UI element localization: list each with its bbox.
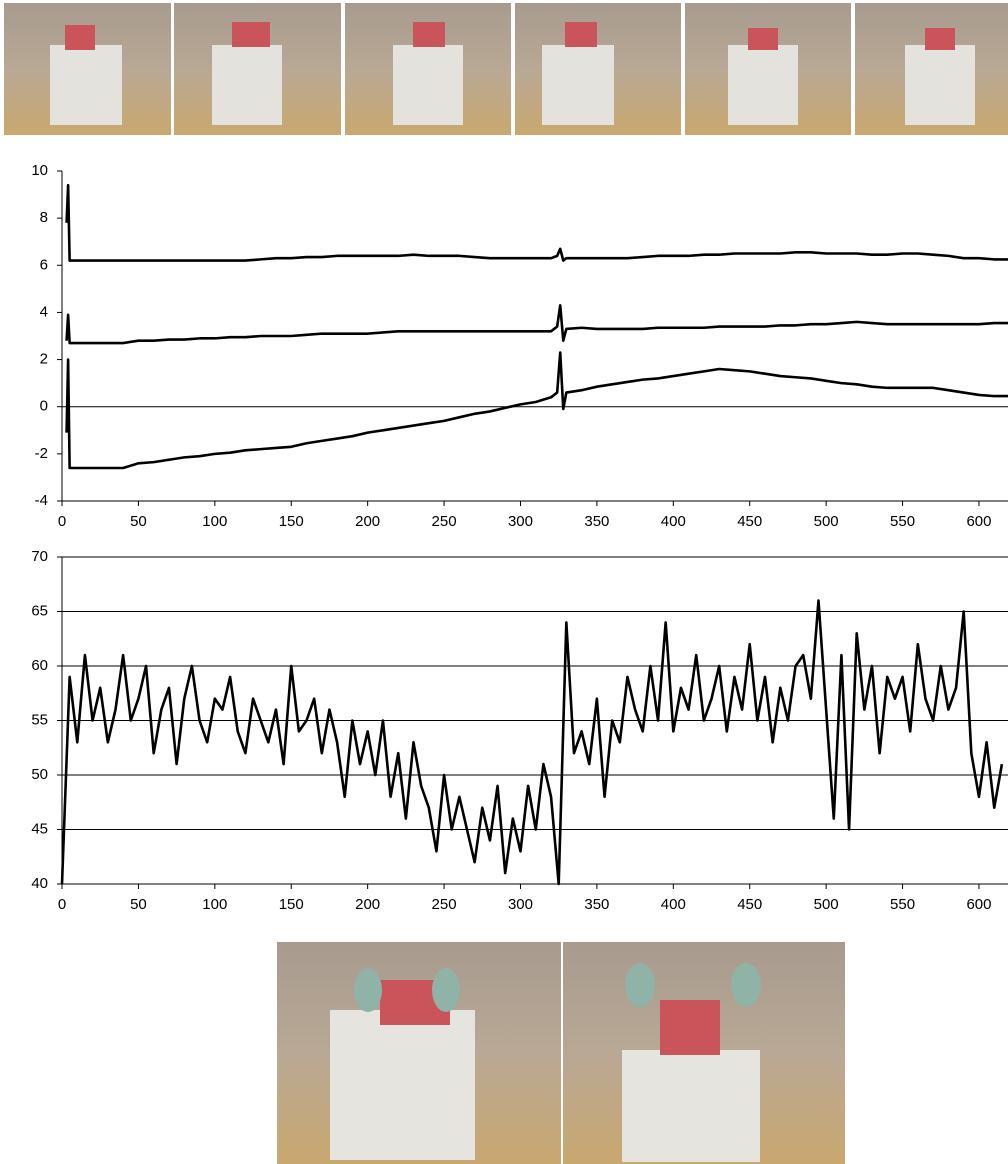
y-tick-label: 70: [31, 548, 48, 565]
data-line: [67, 185, 1008, 260]
x-tick-label: 100: [202, 513, 227, 530]
x-tick-label: 50: [130, 896, 147, 913]
y-tick-label: 8: [40, 209, 48, 226]
page: {"chart_data": [ {"type": "line", "zero_…: [0, 0, 1008, 1164]
x-tick-label: 450: [737, 513, 762, 530]
data-line: [67, 305, 1008, 343]
x-tick-label: 200: [355, 513, 380, 530]
y-tick-label: 2: [40, 351, 48, 368]
y-tick-label: 0: [40, 398, 48, 415]
photo-strip: [4, 3, 1008, 135]
x-tick-label: 300: [508, 513, 533, 530]
x-tick-label: 550: [890, 513, 915, 530]
photo: [685, 3, 851, 135]
photo: [515, 3, 681, 135]
y-tick-label: 55: [31, 711, 48, 728]
x-tick-label: 150: [279, 896, 304, 913]
photo: [345, 3, 511, 135]
figure: -4-2024681005010015020025030035040045050…: [0, 0, 1008, 1164]
x-tick-label: 0: [58, 513, 66, 530]
y-tick-label: 50: [31, 766, 48, 783]
photo: [174, 3, 341, 135]
x-tick-label: 450: [737, 896, 762, 913]
photo: [4, 3, 171, 135]
x-tick-label: 200: [355, 896, 380, 913]
x-tick-label: 150: [279, 513, 304, 530]
x-tick-label: 0: [58, 896, 66, 913]
x-tick-label: 300: [508, 896, 533, 913]
photo: [855, 3, 1008, 135]
x-tick-label: 250: [432, 896, 457, 913]
x-tick-label: 600: [966, 896, 991, 913]
x-tick-label: 600: [966, 513, 991, 530]
y-tick-label: 65: [31, 602, 48, 619]
y-tick-label: -2: [35, 445, 48, 462]
x-tick-label: 550: [890, 896, 915, 913]
x-tick-label: 500: [814, 896, 839, 913]
x-tick-label: 100: [202, 896, 227, 913]
y-tick-label: -4: [35, 492, 48, 509]
y-tick-label: 6: [40, 256, 48, 273]
data-line: [67, 353, 1008, 469]
x-tick-label: 350: [584, 513, 609, 530]
y-tick-label: 10: [31, 162, 48, 179]
photo: [563, 942, 845, 1164]
x-tick-label: 50: [130, 513, 147, 530]
photo: [277, 942, 561, 1164]
y-tick-label: 4: [40, 303, 48, 320]
y-tick-label: 60: [31, 657, 48, 674]
y-tick-label: 40: [31, 875, 48, 892]
x-tick-label: 400: [661, 896, 686, 913]
photo-pair: [277, 942, 845, 1164]
x-tick-label: 400: [661, 513, 686, 530]
x-tick-label: 250: [432, 513, 457, 530]
x-tick-label: 500: [814, 513, 839, 530]
data-line: [62, 601, 1002, 884]
x-tick-label: 350: [584, 896, 609, 913]
y-tick-label: 45: [31, 820, 48, 837]
